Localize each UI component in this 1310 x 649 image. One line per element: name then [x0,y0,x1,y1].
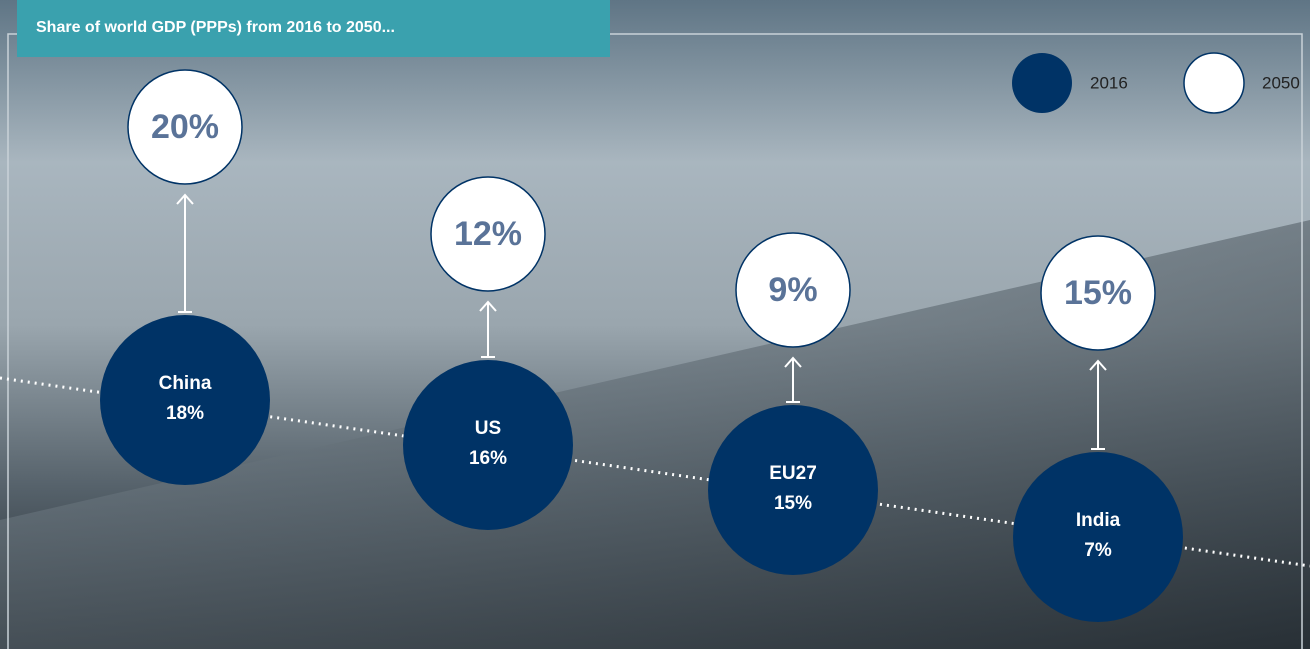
value-label: 15% [1064,274,1132,312]
category-label: India [1076,510,1121,531]
dot-2050 [127,69,243,185]
title-banner [17,0,610,57]
dot-2016 [403,360,573,530]
legend-swatch [1012,53,1072,113]
frame [7,33,1303,649]
chart-title: Share of world GDP (PPPs) from 2016 to 2… [36,19,395,36]
legend-label: 2016 [1090,73,1128,92]
arrow-head [784,356,802,368]
value-label: 12% [454,215,522,253]
value-label: 18% [166,403,204,424]
value-label: 15% [774,493,812,514]
dot-2050 [430,176,546,292]
legend-label: 2050 [1262,73,1300,92]
value-label: 9% [768,271,817,309]
category-label: EU27 [769,463,817,484]
dot-2016 [1013,452,1183,622]
value-label: 7% [1084,540,1112,561]
arrow-head [479,300,497,312]
dot-2016 [708,405,878,575]
arrow-head [1089,359,1107,371]
background-shape [0,220,1310,649]
value-label: 16% [469,448,507,469]
dot-2050 [735,232,851,348]
legend-swatch [1183,52,1245,114]
arrow-head [176,193,194,205]
category-label: China [159,373,212,394]
category-label: US [475,418,501,439]
value-label: 20% [151,108,219,146]
dot-2016 [100,315,270,485]
dot-2050 [1040,235,1156,351]
